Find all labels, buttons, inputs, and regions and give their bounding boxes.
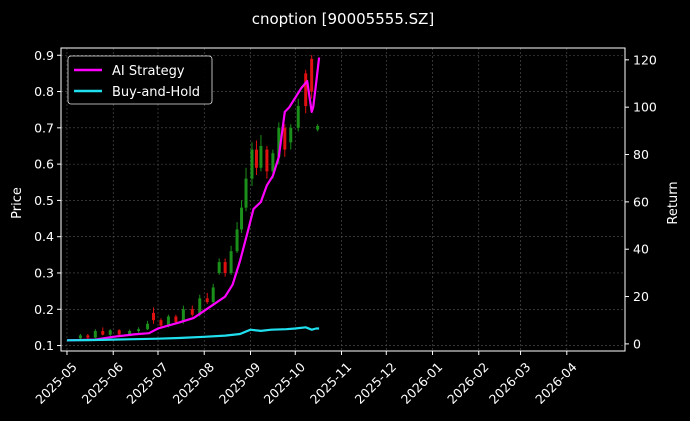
candle-body xyxy=(93,331,97,338)
x-tick-label: 2025-07 xyxy=(123,359,171,407)
y2-tick-label: 100 xyxy=(633,100,657,115)
plot-frame xyxy=(60,47,626,352)
y-tick-label: 0.8 xyxy=(34,84,54,99)
candle-body xyxy=(174,316,178,322)
y2-tick-label: 80 xyxy=(633,147,649,162)
candle-body xyxy=(181,309,185,322)
series-lines xyxy=(66,57,321,342)
candle-body xyxy=(108,330,112,335)
candle-body xyxy=(254,149,258,168)
legend: AI Strategy Buy-and-Hold xyxy=(67,55,213,105)
y-tick-label: 0.7 xyxy=(34,120,54,135)
y-axis-left: 0.1 0.2 0.3 0.4 0.5 0.6 0.7 0.8 0.9 xyxy=(34,48,61,353)
x-tick-label: 2025-05 xyxy=(32,359,80,407)
candle-body xyxy=(283,127,287,150)
y2-tick-label: 0 xyxy=(633,336,641,351)
candle-body xyxy=(296,106,300,128)
candle-body xyxy=(128,331,132,335)
candle-body xyxy=(271,153,275,172)
candle-body xyxy=(304,73,308,107)
x-tick-label: 2026-03 xyxy=(486,359,534,407)
y-tick-label: 0.5 xyxy=(34,193,54,208)
y2-tick-label: 60 xyxy=(633,194,649,209)
x-tick-label: 2025-06 xyxy=(79,359,127,407)
grid xyxy=(61,48,625,351)
candle-body xyxy=(229,251,233,273)
x-tick-label: 2025-11 xyxy=(307,359,355,407)
candle-body xyxy=(235,229,239,252)
y2-tick-label: 40 xyxy=(633,242,649,257)
candle-body xyxy=(223,262,227,273)
y-tick-label: 0.6 xyxy=(34,157,54,172)
candle-body xyxy=(259,145,263,168)
y-tick-label: 0.2 xyxy=(34,302,54,317)
ai-strategy-line xyxy=(66,57,321,342)
candle-body xyxy=(277,127,281,157)
candle-body xyxy=(265,149,269,172)
candle-body xyxy=(310,58,314,92)
candle-body xyxy=(240,207,244,230)
candlesticks xyxy=(78,55,320,340)
y2-axis-label: Return xyxy=(666,181,681,224)
candle-body xyxy=(159,320,163,326)
y2-tick-label: 20 xyxy=(633,289,649,304)
y-tick-label: 0.9 xyxy=(34,48,54,63)
candle-body xyxy=(289,127,293,143)
candle-body xyxy=(166,316,170,326)
y-axis-right: 0 20 40 60 80 100 120 xyxy=(625,52,657,351)
x-tick-label: 2025-10 xyxy=(261,359,309,407)
candle-body xyxy=(205,298,209,303)
candle-body xyxy=(101,331,105,335)
candle-body xyxy=(78,335,82,339)
candle-body xyxy=(250,149,254,179)
legend-label-buy-and-hold: Buy-and-Hold xyxy=(112,85,200,100)
y-tick-label: 0.4 xyxy=(34,229,54,244)
candle-body xyxy=(137,329,141,332)
candle-body xyxy=(190,309,194,315)
legend-box xyxy=(67,55,213,105)
candle-body xyxy=(244,178,248,208)
candle-body xyxy=(198,298,202,315)
y-tick-label: 0.1 xyxy=(34,338,54,353)
candle-body xyxy=(117,330,121,335)
x-tick-label: 2026-04 xyxy=(532,359,580,407)
y2-tick-label: 120 xyxy=(633,52,657,67)
legend-label-ai-strategy: AI Strategy xyxy=(112,64,185,79)
x-tick-label: 2025-12 xyxy=(352,359,400,407)
candle-body xyxy=(211,287,215,303)
x-tick-label: 2025-09 xyxy=(216,359,264,407)
chart-title: cnoption [90005555.SZ] xyxy=(252,10,435,28)
x-tick-label: 2026-01 xyxy=(398,359,446,407)
x-tick-label: 2026-02 xyxy=(444,359,492,407)
candle-body xyxy=(146,323,150,330)
candle-body xyxy=(217,262,221,273)
y-tick-label: 0.3 xyxy=(34,265,54,280)
y-axis-label: Price xyxy=(10,187,25,219)
x-tick-label: 2025-08 xyxy=(170,359,218,407)
candle-body xyxy=(86,335,90,338)
buy-and-hold-line xyxy=(66,326,320,342)
candle-body xyxy=(316,126,320,130)
x-axis: 2025-052025-062025-072025-082025-092025-… xyxy=(32,351,580,407)
candle-body xyxy=(152,312,156,321)
